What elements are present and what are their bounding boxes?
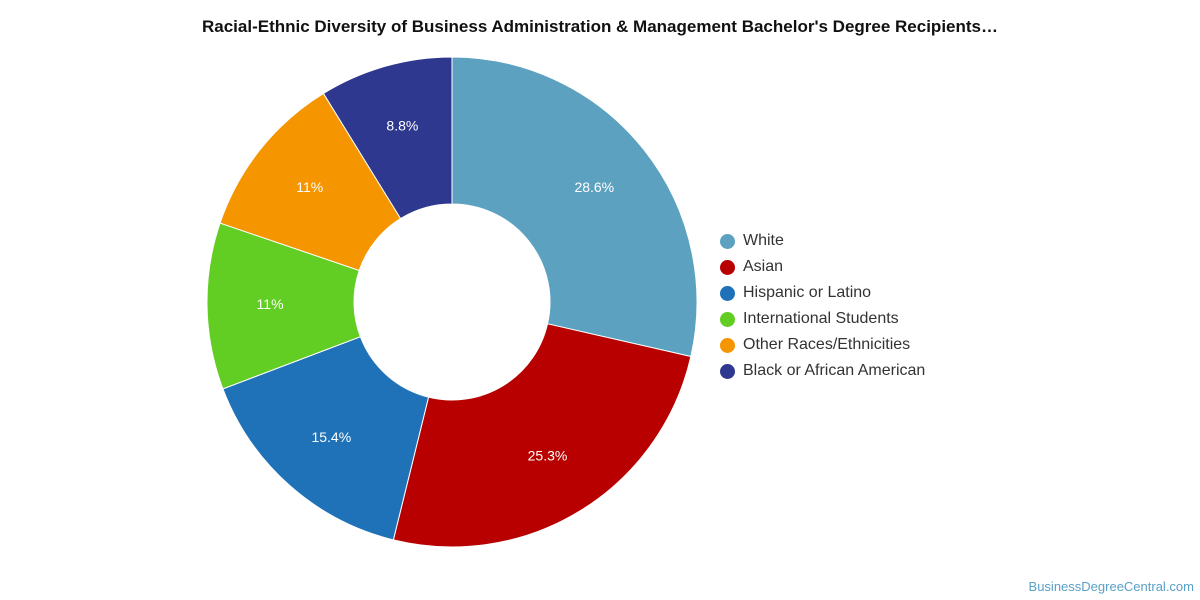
slice-white (451, 56, 698, 358)
slice-hispanic-or-latino (222, 336, 430, 541)
legend-swatch (720, 259, 735, 275)
slice-label: 11% (257, 296, 284, 312)
legend-item-other-races-ethnicities[interactable]: Other Races/Ethnicities (720, 332, 925, 358)
legend-swatch (720, 285, 735, 301)
slice-asian (392, 323, 692, 548)
legend-swatch (720, 233, 735, 249)
legend-swatch (720, 363, 735, 379)
slice-label: 11% (296, 179, 323, 195)
legend-label: Hispanic or Latino (743, 284, 872, 301)
legend: White Asian Hispanic or Latino Internationa… (720, 228, 925, 384)
legend-label: International Students (743, 310, 899, 327)
legend-label: Other Races/Ethnicities (743, 336, 911, 353)
legend-item-hispanic-or-latino[interactable]: Hispanic or Latino (720, 280, 925, 306)
legend-label: Asian (743, 258, 784, 275)
legend-swatch (720, 311, 735, 327)
legend-item-white[interactable]: White (720, 228, 925, 254)
legend-item-asian[interactable]: Asian (720, 254, 925, 280)
slice-label: 8.8% (386, 118, 418, 134)
slice-label: 25.3% (528, 448, 568, 464)
legend-label: Black or African American (743, 362, 926, 379)
legend-item-international-students[interactable]: International Students (720, 306, 925, 332)
slice-black-or-african-american (322, 56, 453, 220)
legend-item-black-or-african-american[interactable]: Black or African American (720, 358, 925, 384)
legend-swatch (720, 337, 735, 353)
slice-label: 28.6% (574, 179, 614, 195)
chart-title: Racial-Ethnic Diversity of Business Admi… (201, 17, 998, 36)
legend-label: White (743, 232, 784, 249)
watermark: BusinessDegreeCentral.com (1028, 579, 1194, 594)
slice-label: 15.4% (311, 429, 351, 445)
